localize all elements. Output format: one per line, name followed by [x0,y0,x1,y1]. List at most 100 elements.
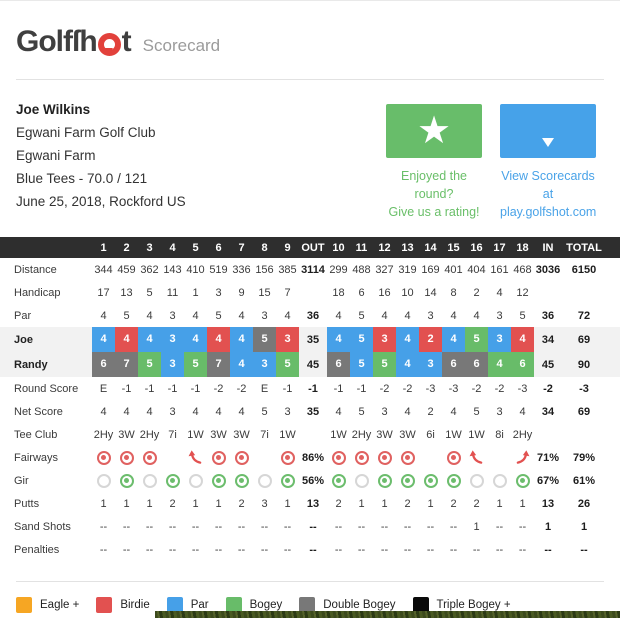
score-chip-par: 5 [350,327,373,352]
legend-label: Eagle + [40,599,80,611]
player-name: Joe Wilkins [16,102,91,117]
scorecard-cell [276,450,299,465]
scorecard-cell: 71% [536,451,560,464]
table-row: Distance 344 459 362 143 410 519 336 156 385 3114 2… [0,258,620,281]
column-header-16: 16 [470,241,483,254]
column-header-2: 2 [123,241,130,254]
scorecard-cell [396,473,419,488]
scorecard-cell: 3 [488,327,511,352]
scorecard-cell: 5 [276,352,299,377]
score-chip-double: 7 [207,352,230,377]
fairway-hit-icon [142,450,157,465]
scorecard-cell [419,473,442,488]
scorecard-cell: -- [426,543,435,556]
row-label: Randy [14,358,48,371]
score-chip-par: 4 [92,327,115,352]
scorecard-cell: 1 [123,497,130,510]
scorecard-cell: 4 [327,327,350,352]
scorecard-cell [465,450,488,465]
scorecard-cell: 69 [577,333,591,346]
scorecard-cell: 5 [350,327,373,352]
golf-ball-tee-icon [535,114,561,148]
scorecard-cell: 161 [490,263,509,276]
scorecard-cell: -- [145,543,154,556]
rating-badge: ★ Enjoyed the round? Give us a rating! [386,104,482,221]
scorecard-cell: 169 [421,263,440,276]
scorecard-cell: -- [580,543,588,556]
view-scorecards-button[interactable] [500,104,596,158]
scorecard-cell: 1 [381,497,388,510]
legend-item: Eagle + [16,597,79,613]
gir-miss-icon [188,473,203,488]
scorecard-cell: -- [403,520,412,533]
round-date: June 25, 2018, Rockford US [16,194,186,209]
scorecard-cell: -- [191,543,200,556]
scorecard-cell [350,473,373,488]
legend-section: Eagle + Birdie Par Bogey Double Bogey Triple … [16,581,604,613]
scorecard-cell: 90 [577,358,591,371]
scorecard-cell: 1 [427,497,434,510]
scorecard-cell: 143 [163,263,182,276]
legend-swatch-icon [299,597,316,613]
scorecard-cell: E [99,382,108,395]
column-header-13: 13 [401,241,414,254]
row-label: Net Score [14,405,63,418]
scorecard-cell: 4 [450,309,457,322]
row-label: Handicap [14,286,61,299]
scorecard-cell: 5 [253,327,276,352]
scorecard-cell: -- [214,520,223,533]
scorecard-cell: 3 [161,352,184,377]
scorecard-cell: 67% [536,474,560,487]
score-chip-bogey: 4 [488,352,511,377]
scorecard-cell: 36 [306,309,320,322]
scorecard-cell: 6 [327,352,350,377]
view-scorecards-badge: View Scorecards at play.golfshot.com [500,104,596,221]
scorecard-cell: -1 [356,382,367,395]
scorecard-cell: 1 [284,497,291,510]
scorecard-cell: 2 [427,405,434,418]
scorecard-cell: 336 [232,263,251,276]
scorecard-cell: 1 [496,497,503,510]
table-row: Putts 1 1 1 2 1 1 2 3 1 13 2 1 1 2 1 2 2 1 1 13 26 [0,492,620,515]
scorecard-cell: -2 [236,382,247,395]
scorecard-cell [92,450,115,465]
scorecard-cell: 156 [255,263,274,276]
scorecard-cell: -- [472,543,481,556]
scorecard-cell: -- [168,520,177,533]
column-header-9: 9 [284,241,291,254]
scorecard-cell: 6 [465,352,488,377]
scorecard-cell: 8i [495,428,504,441]
scorecard-cell: 4 [92,327,115,352]
scorecard-cell: 13 [541,497,555,510]
scorecard-cell: 4 [396,327,419,352]
legend-swatch-icon [96,597,113,613]
scorecard-cell [373,473,396,488]
gir-miss-icon [492,473,507,488]
scorecard-cell: 3 [215,286,222,299]
scorecard-cell: 1W [330,428,347,441]
scorecard-cell: 1 [192,497,199,510]
column-header-17: 17 [493,241,506,254]
scorecard-cell: E [260,382,269,395]
scorecard-cell: 26 [577,497,591,510]
scorecard-cell [442,450,465,465]
scorecard-cell [230,450,253,465]
row-label: Joe [14,333,33,346]
legend-swatch-icon [166,597,183,613]
scorecard-cell [184,473,207,488]
scorecard-cell: 5 [358,309,365,322]
legend-label: Birdie [120,599,150,611]
scorecard-cell: 410 [186,263,205,276]
scorecard-cell: 4 [284,309,291,322]
rate-round-button[interactable]: ★ [386,104,482,158]
scorecard-cell: 14 [424,286,437,299]
scorecard-cell: 344 [94,263,113,276]
scorecard-cell: 2Hy [512,428,533,441]
scorecard-cell: -2 [494,382,505,395]
scorecard-cell: 4 [238,405,245,418]
scorecard-cell: -1 [308,382,318,395]
scorecard-cell: 1W [279,428,296,441]
score-chip-birdie: 4 [115,327,138,352]
scorecard-cell: 362 [140,263,159,276]
logo-text-prefix: Golfſh [16,25,98,58]
